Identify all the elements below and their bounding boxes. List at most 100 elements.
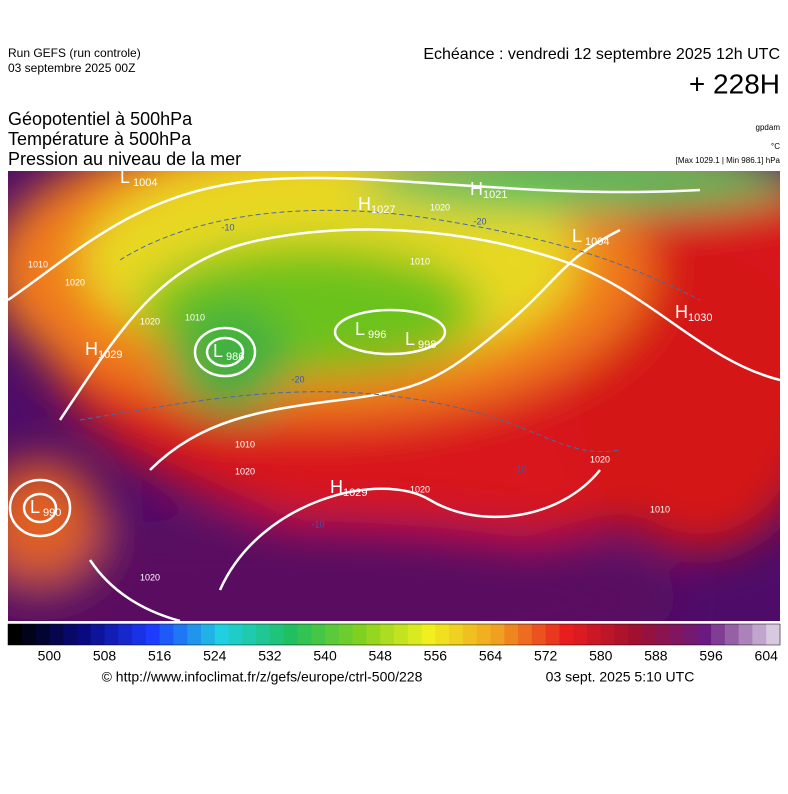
colorbar-swatch — [49, 624, 64, 645]
colorbar-swatch — [711, 624, 726, 645]
isobar-label: 1010 — [28, 259, 48, 269]
center-value: 998 — [418, 339, 436, 351]
isobar-label: 1010 — [235, 439, 255, 449]
temperature-label: -20 — [473, 216, 486, 226]
colorbar-swatch — [669, 624, 684, 645]
colorbar-swatch — [614, 624, 629, 645]
center-value: 1030 — [688, 312, 712, 324]
colorbar-swatch — [228, 624, 243, 645]
title: Pression au niveau de la mer — [8, 149, 241, 169]
center-value: 990 — [43, 507, 61, 519]
colorbar-swatch — [242, 624, 257, 645]
colorbar-swatch — [187, 624, 202, 645]
center-letter: L — [405, 329, 415, 349]
center-letter: H — [358, 194, 371, 214]
isobar-label: 1020 — [140, 316, 160, 326]
colorbar-swatch — [173, 624, 188, 645]
colorbar-swatch — [573, 624, 588, 645]
temperature-label: -10 — [221, 222, 234, 232]
isobar-label: 1010 — [410, 256, 430, 266]
colorbar-swatch — [752, 624, 767, 645]
colorbar-swatch — [724, 624, 740, 645]
colorbar-swatch — [642, 624, 657, 645]
isobar-label: 1010 — [185, 312, 205, 322]
center-letter: H — [470, 179, 483, 199]
isobar-label: 1020 — [140, 572, 160, 582]
isobar-label: 1020 — [235, 466, 255, 476]
center-letter: H — [675, 302, 688, 322]
colorbar-tick-label: 540 — [313, 648, 337, 664]
colorbar-swatch — [366, 624, 381, 645]
isobar-label: 1020 — [430, 202, 450, 212]
colorbar-swatch — [766, 624, 781, 645]
center-letter: H — [330, 477, 343, 497]
center-value: 1029 — [343, 487, 367, 499]
colorbar-swatch — [132, 624, 147, 645]
colorbar-swatch — [214, 624, 230, 645]
colorbar-swatch — [683, 624, 698, 645]
colorbar-tick-label: 508 — [93, 648, 117, 664]
run-date: 03 septembre 2025 00Z — [8, 61, 135, 75]
unit: gpdam — [756, 123, 781, 132]
colorbar-swatch — [421, 624, 436, 645]
colorbar-tick-label: 596 — [699, 648, 723, 664]
colorbar-tick-label: 532 — [258, 648, 282, 664]
colorbar-swatch — [76, 624, 92, 645]
colorbar-swatch — [587, 624, 602, 645]
isobar-label: 1020 — [410, 484, 430, 494]
run: Run GEFS (run controle) — [8, 46, 141, 60]
colorbar-frame — [7, 623, 781, 646]
colorbar-swatch — [35, 624, 50, 645]
colorbar-swatch — [697, 624, 712, 645]
colorbar-swatch — [435, 624, 450, 645]
unit: °C — [771, 142, 780, 151]
colorbar-swatch — [104, 624, 119, 645]
colorbar-swatch — [407, 624, 423, 645]
colorbar-tick-label: 588 — [644, 648, 668, 664]
colorbar-swatch — [738, 624, 753, 645]
colorbar-swatch — [559, 624, 574, 645]
center-value: 1004 — [133, 177, 157, 189]
center-value: 1004 — [585, 236, 609, 248]
colorbar-swatch — [269, 624, 285, 645]
echeance: Echéance : vendredi 12 septembre 2025 12… — [423, 46, 780, 63]
colorbar-swatch — [380, 624, 395, 645]
colorbar-swatch — [8, 624, 23, 645]
temperature-label: -10 — [513, 464, 526, 474]
colorbar-swatch — [518, 624, 533, 645]
source-url: © http://www.infoclimat.fr/z/gefs/europe… — [102, 669, 423, 685]
colorbar-swatch — [504, 624, 519, 645]
center-letter: L — [572, 226, 582, 246]
colorbar-swatch — [531, 624, 547, 645]
center-letter: L — [355, 319, 365, 339]
colorbar-tick-label: 516 — [148, 648, 172, 664]
colorbar-swatch — [628, 624, 643, 645]
colorbar-tick-label: 524 — [203, 648, 227, 664]
colorbar-swatch — [256, 624, 271, 645]
colorbar-swatch — [352, 624, 367, 645]
colorbar-swatch — [159, 624, 174, 645]
isobar-label: 1020 — [65, 277, 85, 287]
center-letter: L — [120, 167, 130, 187]
colorbar-swatch — [201, 624, 216, 645]
colorbar-tick-label: 604 — [755, 648, 779, 664]
colorbar-swatch — [655, 624, 671, 645]
map — [8, 171, 780, 621]
center-value: 1029 — [98, 349, 122, 361]
colorbar-swatch — [63, 624, 78, 645]
center-letter: L — [30, 497, 40, 517]
temperature-label: -10 — [311, 519, 324, 529]
unit: [Max 1029.1 | Min 986.1] hPa — [676, 156, 781, 165]
temperature-label: -20 — [291, 374, 304, 384]
colorbar-swatch — [311, 624, 326, 645]
title: Géopotentiel à 500hPa — [8, 109, 193, 129]
center-letter: H — [85, 339, 98, 359]
colorbar-swatch — [476, 624, 491, 645]
colorbar-swatch — [394, 624, 409, 645]
colorbar-swatch — [145, 624, 161, 645]
colorbar-swatch — [283, 624, 298, 645]
center-letter: L — [213, 341, 223, 361]
center-value: 986 — [226, 351, 244, 363]
colorbar-swatch — [21, 624, 37, 645]
